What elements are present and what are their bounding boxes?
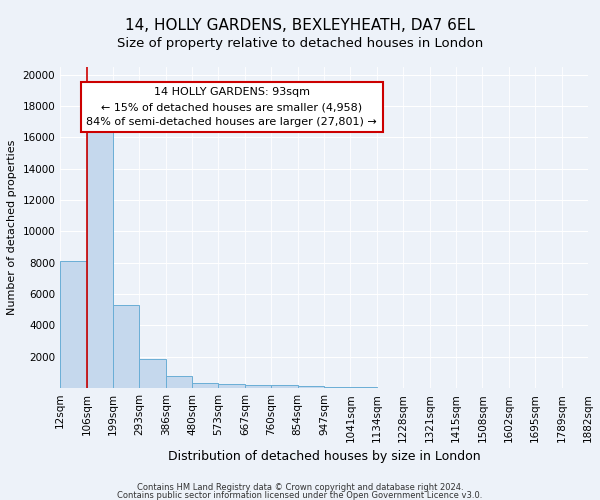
Text: Contains public sector information licensed under the Open Government Licence v3: Contains public sector information licen… (118, 492, 482, 500)
Bar (86, 130, 113, 388)
Bar (166, 376, 192, 388)
Bar (324, 387, 350, 388)
Bar (298, 386, 324, 388)
Bar (245, 385, 271, 388)
Bar (60, 261, 86, 388)
Bar (113, 305, 139, 388)
Text: Contains HM Land Registry data © Crown copyright and database right 2024.: Contains HM Land Registry data © Crown c… (137, 483, 463, 492)
Bar (218, 384, 245, 388)
Y-axis label: Number of detached properties: Number of detached properties (7, 140, 17, 315)
Text: 14 HOLLY GARDENS: 93sqm
← 15% of detached houses are smaller (4,958)
84% of semi: 14 HOLLY GARDENS: 93sqm ← 15% of detache… (86, 88, 377, 127)
Bar (271, 385, 298, 388)
Bar (192, 384, 218, 388)
Text: Size of property relative to detached houses in London: Size of property relative to detached ho… (117, 38, 483, 51)
Text: 14, HOLLY GARDENS, BEXLEYHEATH, DA7 6EL: 14, HOLLY GARDENS, BEXLEYHEATH, DA7 6EL (125, 18, 475, 32)
X-axis label: Distribution of detached houses by size in London: Distribution of detached houses by size … (168, 450, 481, 463)
Bar (139, 359, 166, 388)
